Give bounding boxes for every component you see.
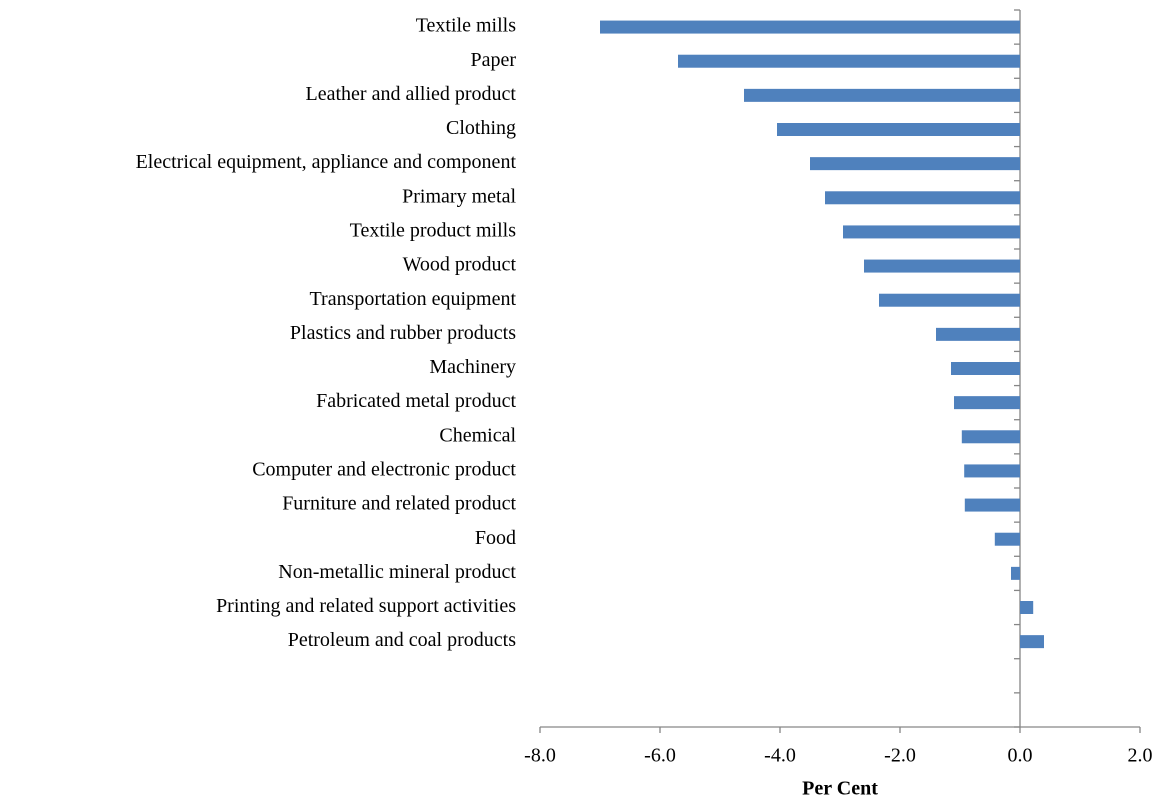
y-tick-label: Food (475, 527, 516, 549)
y-tick-label: Clothing (446, 117, 516, 139)
bar (777, 123, 1020, 136)
bar (1020, 601, 1034, 614)
bar (744, 88, 1020, 102)
y-tick-label: Non-metallic mineral product (278, 561, 516, 583)
y-tick-label: Textile mills (416, 15, 516, 37)
y-tick-label: Wood product (403, 254, 517, 276)
bar (1011, 566, 1020, 580)
bar (810, 157, 1020, 171)
x-tick-label: -6.0 (644, 745, 676, 767)
bar (864, 259, 1020, 273)
x-tick-label: 2.0 (1128, 745, 1153, 767)
y-tick-label: Computer and electronic product (252, 459, 516, 481)
bar (994, 532, 1020, 546)
y-tick-label: Leather and allied product (306, 83, 517, 105)
y-tick-label: Primary metal (402, 185, 516, 207)
y-tick-label: Petroleum and coal products (288, 629, 516, 651)
y-tick-label: Paper (470, 49, 516, 71)
x-tick-label: -2.0 (884, 745, 916, 767)
x-tick-label: 0.0 (1008, 745, 1033, 767)
bar (600, 20, 1020, 34)
bar (954, 396, 1020, 410)
bar (951, 362, 1020, 375)
y-tick-label: Fabricated metal product (316, 390, 516, 412)
x-tick-label: -4.0 (764, 745, 796, 767)
y-tick-label: Printing and related support activities (216, 595, 516, 617)
y-tick-label: Transportation equipment (310, 288, 517, 310)
y-tick-label: Electrical equipment, appliance and comp… (136, 151, 517, 173)
y-tick-label: Textile product mills (350, 220, 517, 242)
y-tick-label: Furniture and related product (282, 493, 516, 515)
bar (964, 464, 1020, 478)
y-tick-label: Plastics and rubber products (290, 322, 516, 344)
x-tick-label: -8.0 (524, 745, 556, 767)
bar (1020, 635, 1044, 649)
x-axis-label: Per Cent (802, 778, 878, 800)
bar (961, 430, 1020, 444)
bar (964, 498, 1020, 512)
bar (879, 293, 1020, 307)
bar (825, 191, 1020, 205)
bar (936, 327, 1020, 341)
y-tick-label: Chemical (439, 424, 516, 446)
bar (678, 54, 1020, 68)
bar (843, 225, 1020, 239)
y-tick-label: Machinery (429, 356, 516, 378)
